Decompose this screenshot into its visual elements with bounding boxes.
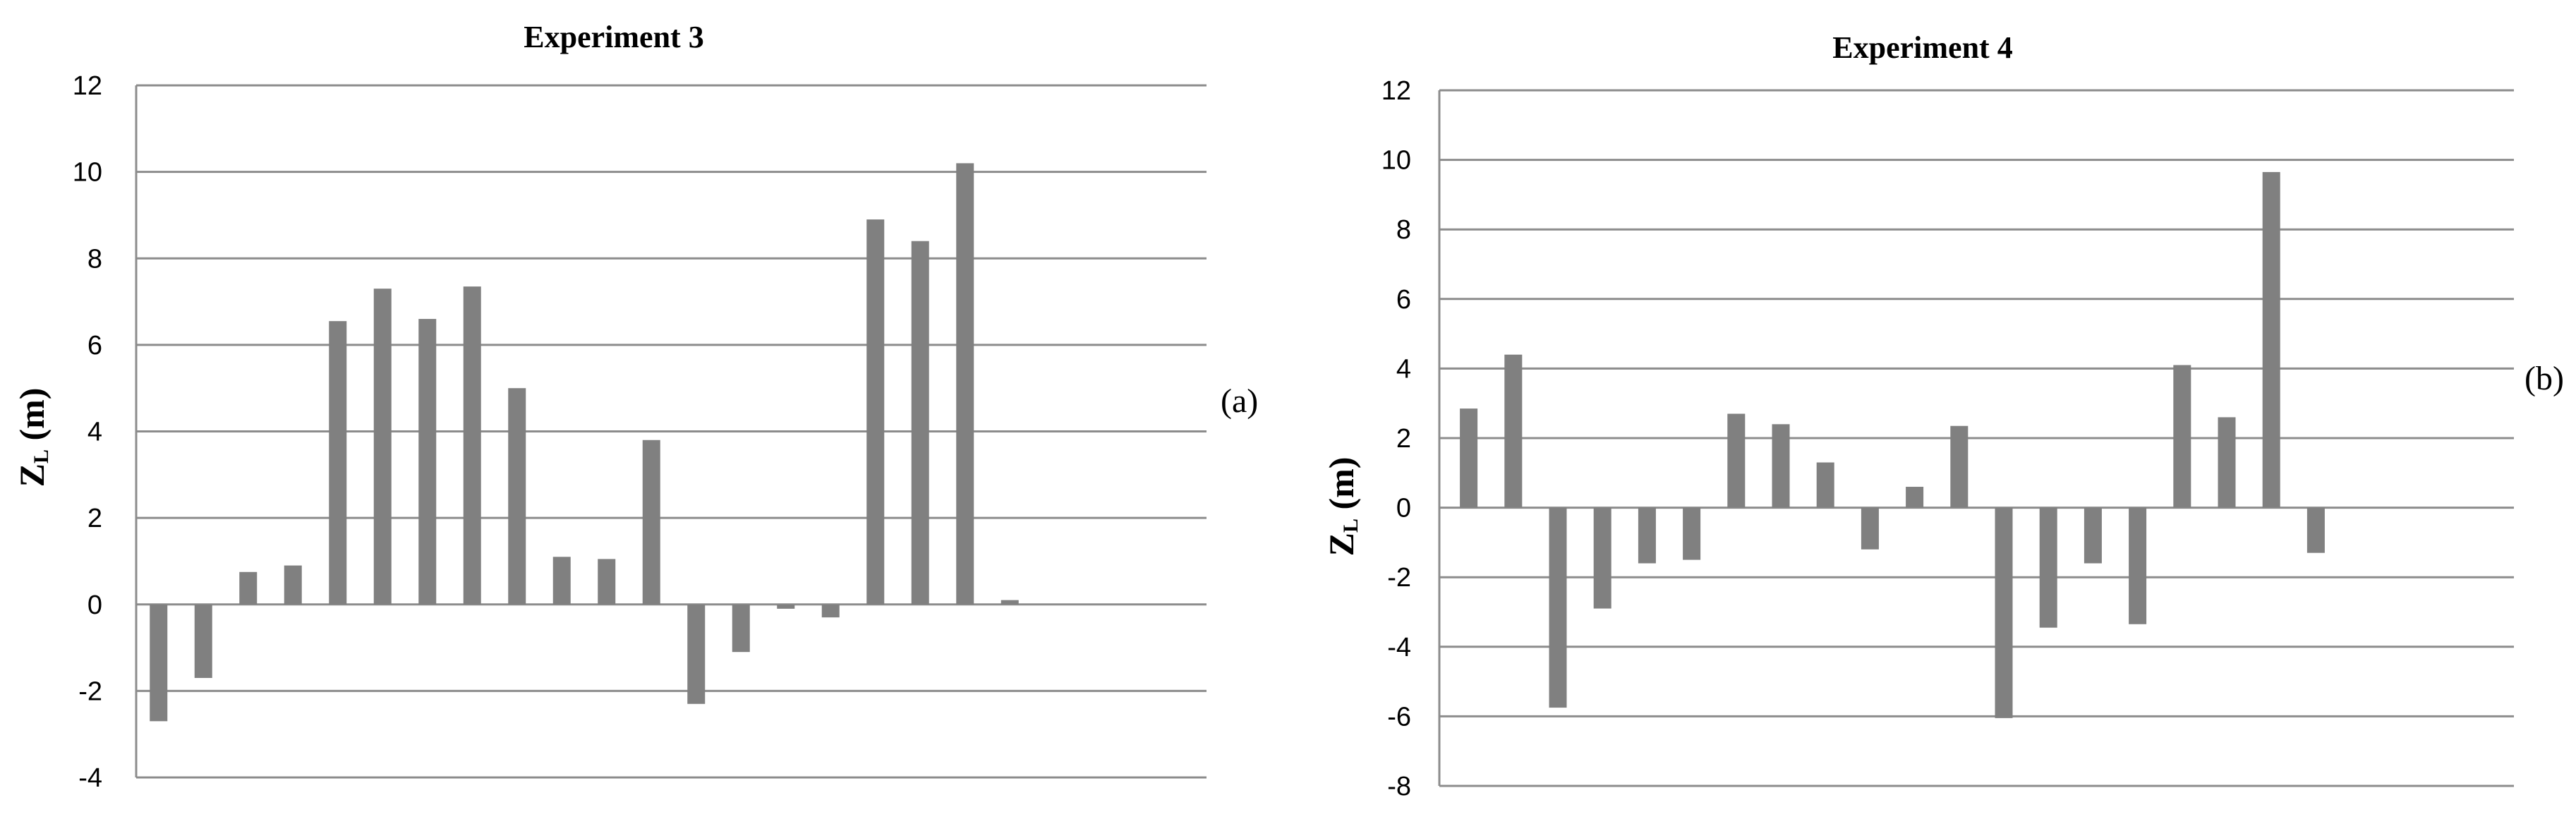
y-tick-label: -2 [1387,563,1411,593]
bar [1593,507,1611,609]
chart-title: Experiment 3 [524,20,703,54]
bar [2084,507,2102,564]
bar [1861,507,1879,550]
y-tick-label: 0 [87,590,102,620]
y-tick-label: -2 [78,677,102,706]
bar [866,219,885,605]
y-tick-label: 12 [1381,76,1411,106]
bar [194,604,212,678]
y-tick-label: 8 [87,244,102,274]
bar [239,571,258,605]
bar [777,604,795,609]
bar [2039,507,2057,628]
y-tick-label: 6 [87,331,102,360]
y-tick-label: -6 [1387,702,1411,732]
chart-experiment-3: Experiment 3 12 10 8 6 4 2 0 -2 -4 ZL (m) (a) [12,20,1258,793]
y-tick-label: 6 [1396,285,1411,315]
bar [956,163,974,605]
bar [463,286,481,605]
y-tick-label: -4 [78,763,102,793]
y-tick-label: 2 [1396,424,1411,454]
y-tick-label: -4 [1387,633,1411,662]
bar [1000,600,1019,605]
y-tick-label: 2 [87,504,102,533]
y-tick-label: 10 [1381,146,1411,176]
y-tick-label: -8 [1387,772,1411,801]
bar [284,565,302,605]
bar [150,604,168,722]
bar [1504,354,1523,508]
y-tick-label: 12 [73,71,102,101]
y-tick-label: 4 [1396,354,1411,384]
bar [508,388,526,605]
bar [687,604,706,704]
bar [1950,425,1969,508]
bar [1549,507,1567,708]
y-axis-title-unit: (m) [12,388,52,449]
bar [732,604,750,653]
bar [2306,507,2325,553]
y-axis-title: ZL (m) [12,388,53,487]
svg-text:ZL (m): ZL (m) [12,388,53,487]
y-tick-labels: 12 10 8 6 4 2 0 -2 -4 [73,71,102,793]
bar [373,289,392,605]
y-axis-title-main: Z [1322,533,1361,556]
y-tick-labels: 12 10 8 6 4 2 0 -2 -4 -6 -8 [1381,76,1411,801]
panel-label: (b) [2524,360,2564,397]
gridlines [1438,89,2514,787]
bar [552,557,571,605]
bar-series [150,163,1019,722]
bar [1906,487,1924,508]
bar [821,604,840,618]
bar-series [1460,171,2325,718]
bar [1995,507,2013,718]
bar [1460,408,1478,508]
bar [1638,507,1656,564]
y-axis-title-unit: (m) [1322,457,1361,519]
y-tick-label: 0 [1396,494,1411,523]
bar [418,319,437,605]
y-axis-title-subscript: L [30,449,53,464]
bar [2129,507,2147,624]
bar [1816,462,1834,508]
bar [598,559,616,605]
bar [2262,171,2280,508]
bar [2173,365,2191,508]
panel-label: (a) [1221,382,1258,420]
bar [1683,507,1701,560]
svg-text:ZL (m): ZL (m) [1322,457,1362,557]
y-tick-label: 10 [73,158,102,188]
chart-title: Experiment 4 [1832,30,2012,65]
bar [911,241,929,605]
y-axis-title-main: Z [12,464,52,487]
bar [1772,424,1790,508]
chart-experiment-4: Experiment 4 12 10 8 6 4 2 0 -2 -4 -6 -8 ZL (m) (b… [1322,30,2564,801]
y-tick-label: 8 [1396,215,1411,245]
y-tick-label: 4 [87,418,102,447]
y-axis-title-subscript: L [1339,519,1362,533]
bar [642,440,660,605]
bar [329,321,347,605]
y-axis-title: ZL (m) [1322,457,1362,557]
bar [2218,417,2236,508]
bar [1727,413,1746,508]
gridlines [135,84,1207,779]
